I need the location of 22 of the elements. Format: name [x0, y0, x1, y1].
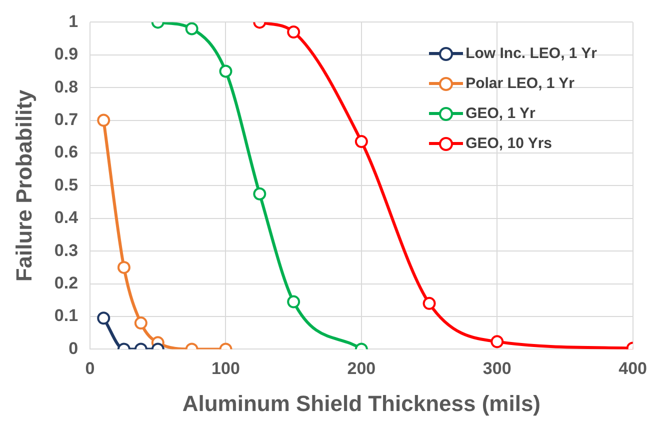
y-tick-label: 0.4 — [54, 208, 79, 228]
legend-label: Polar LEO, 1 Yr — [466, 74, 575, 92]
x-axis-title: Aluminum Shield Thickness (mils) — [182, 390, 541, 416]
x-tick-label: 100 — [212, 359, 240, 378]
y-axis-title: Failure Probability — [11, 88, 36, 282]
y-tick-label: 0.6 — [54, 142, 78, 162]
y-tick-label: 0.2 — [54, 273, 78, 292]
x-tick-label: 200 — [347, 359, 376, 378]
y-tick-label: 0.3 — [54, 240, 78, 260]
y-tick-label: 1 — [68, 12, 78, 31]
y-tick-label: 0.9 — [54, 44, 78, 64]
legend-label: Low Inc. LEO, 1 Yr — [466, 44, 597, 62]
legend-label: GEO, 1 Yr — [466, 104, 536, 122]
x-tick-label: 0 — [85, 359, 95, 378]
y-tick-label: 0.8 — [54, 77, 78, 96]
legend-label: GEO, 10 Yrs — [466, 134, 552, 152]
y-tick-label: 0.7 — [54, 110, 78, 129]
x-tick-label: 300 — [482, 359, 512, 378]
y-tick-label: 0.5 — [54, 175, 78, 194]
x-tick-label: 400 — [618, 359, 648, 378]
y-tick-label: 0.1 — [54, 306, 78, 326]
y-tick-label: 0 — [68, 338, 78, 358]
